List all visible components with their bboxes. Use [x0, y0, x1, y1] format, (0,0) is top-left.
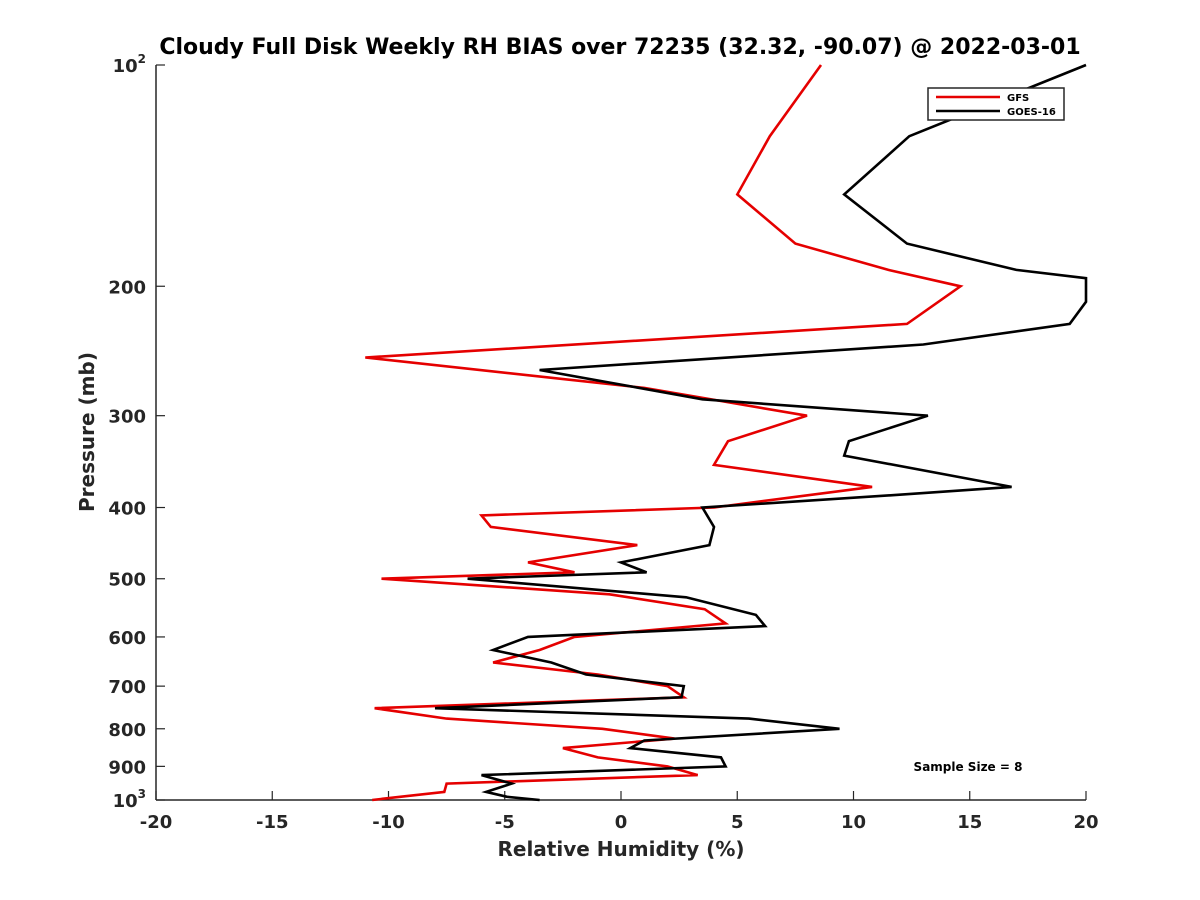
- y-tick-base: 800: [108, 720, 146, 741]
- sample-size-annotation: Sample Size = 8: [914, 760, 1023, 774]
- y-tick-label: 500: [108, 570, 146, 591]
- x-axis-ticks: -20 -15 -10 -5 0 5 10 15 20: [140, 791, 1099, 833]
- y-tick-base: 500: [108, 570, 146, 591]
- y-tick-base: 200: [108, 277, 146, 298]
- y-tick-base: 600: [108, 628, 146, 649]
- chart-title: Cloudy Full Disk Weekly RH BIAS over 722…: [159, 35, 1080, 60]
- y-tick-label: 700: [108, 677, 146, 698]
- legend-label: GOES-16: [1007, 107, 1056, 118]
- x-tick-label: 15: [957, 812, 982, 833]
- legend-label: GFS: [1007, 93, 1029, 104]
- y-tick-base: 900: [108, 757, 146, 778]
- y-tick-base: 400: [108, 499, 146, 520]
- x-tick-label: 5: [731, 812, 744, 833]
- series-lines: [365, 63, 1088, 802]
- y-tick-label: 102: [113, 52, 146, 77]
- series-line-gfs: [365, 64, 964, 802]
- y-tick-exponent: 3: [138, 787, 146, 801]
- y-tick-label: 600: [108, 628, 146, 649]
- legend-box: [927, 87, 1065, 121]
- legend: GFS GOES-16: [927, 87, 1065, 121]
- x-tick-label: -20: [140, 812, 173, 833]
- x-tick-label: -15: [256, 812, 289, 833]
- y-tick-label: 800: [108, 720, 146, 741]
- y-tick-label: 103: [113, 787, 146, 812]
- y-tick-base: 10: [113, 56, 138, 77]
- y-tick-base: 300: [108, 407, 146, 428]
- x-tick-label: 10: [841, 812, 866, 833]
- y-tick-base: 10: [113, 791, 138, 812]
- y-tick-label: 300: [108, 407, 146, 428]
- x-tick-label: 0: [615, 812, 628, 833]
- x-tick-label: -10: [372, 812, 405, 833]
- y-axis-label: Pressure (mb): [75, 352, 99, 512]
- y-tick-label: 200: [108, 277, 146, 298]
- y-tick-label: 900: [108, 757, 146, 778]
- x-axis-label: Relative Humidity (%): [497, 837, 744, 861]
- series-line-goes-16: [434, 63, 1088, 802]
- x-tick-label: 20: [1073, 812, 1098, 833]
- y-tick-base: 700: [108, 677, 146, 698]
- x-tick-label: -5: [495, 812, 515, 833]
- y-tick-exponent: 2: [138, 52, 146, 66]
- y-tick-label: 400: [108, 499, 146, 520]
